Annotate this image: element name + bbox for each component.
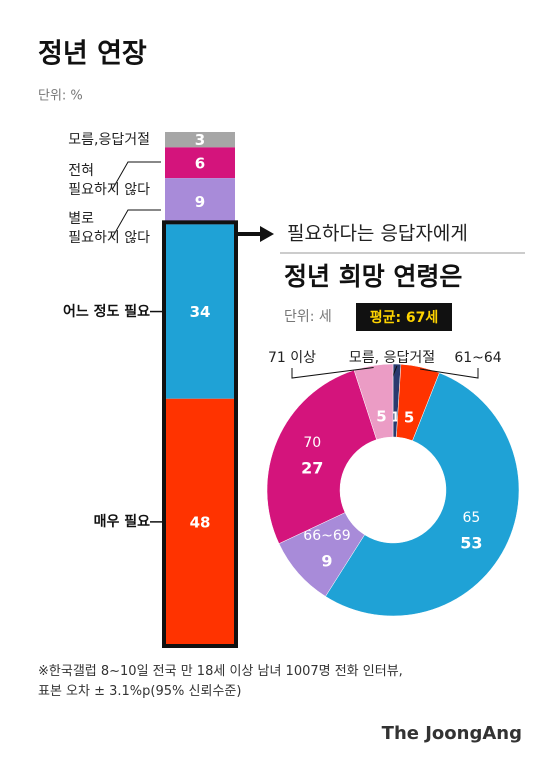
- donut-slice: [353, 363, 394, 440]
- value-label: 27: [301, 459, 323, 478]
- value-label: 34: [190, 303, 211, 321]
- source: The JoongAng: [382, 723, 522, 744]
- annotation: 필요하다는 응답자에게: [287, 223, 468, 245]
- category-label: 모름,응답거절: [68, 132, 150, 148]
- leader-line: [111, 209, 161, 239]
- category-label: 71 이상: [268, 350, 316, 366]
- category-label: 70: [303, 435, 321, 451]
- value-label: 48: [190, 513, 211, 531]
- value-label: 5: [404, 408, 414, 426]
- average: 평균: 67세: [370, 309, 439, 326]
- bar-segment: [165, 147, 235, 179]
- average-box: [356, 303, 452, 331]
- value-label: 5: [376, 407, 386, 425]
- donut-slice: [266, 369, 377, 544]
- unit: 단위: 세: [284, 309, 332, 325]
- leader-line: [111, 161, 161, 191]
- category-label: 매우 필요: [93, 513, 150, 530]
- value-label: 6: [195, 154, 205, 172]
- category-label: 별로 필요하지 않다: [68, 211, 150, 246]
- bar-segment: [165, 224, 235, 399]
- chart-title: 정년 희망 연령은: [284, 262, 462, 291]
- leader-line: [291, 367, 374, 379]
- footnote: ※한국갤럽 8~10일 전국 만 18세 이상 남녀 1007명 전화 인터뷰,…: [38, 664, 403, 699]
- value-label: 1: [391, 411, 400, 426]
- category-label: 65: [462, 510, 480, 526]
- category-label: 61~64: [454, 350, 501, 366]
- value-label: 53: [460, 533, 482, 552]
- category-label: 전혀 필요하지 않다: [68, 163, 150, 198]
- unit: 단위: %: [38, 89, 83, 104]
- bar-segment: [165, 132, 235, 148]
- category-label: 모름, 응답거절: [349, 350, 435, 366]
- chart-title: 정년 연장: [38, 39, 147, 70]
- value-label: 9: [195, 193, 205, 211]
- bar-segment: [165, 178, 235, 225]
- arrow-head: [260, 226, 274, 242]
- highlight-frame: [162, 220, 238, 648]
- value-label: 9: [321, 552, 332, 571]
- category-label: 어느 정도 필요: [62, 303, 150, 320]
- value-label: 3: [195, 131, 205, 149]
- leader-line: [419, 368, 479, 379]
- bar-segment: [165, 398, 235, 645]
- category-label: 66~69: [303, 528, 350, 544]
